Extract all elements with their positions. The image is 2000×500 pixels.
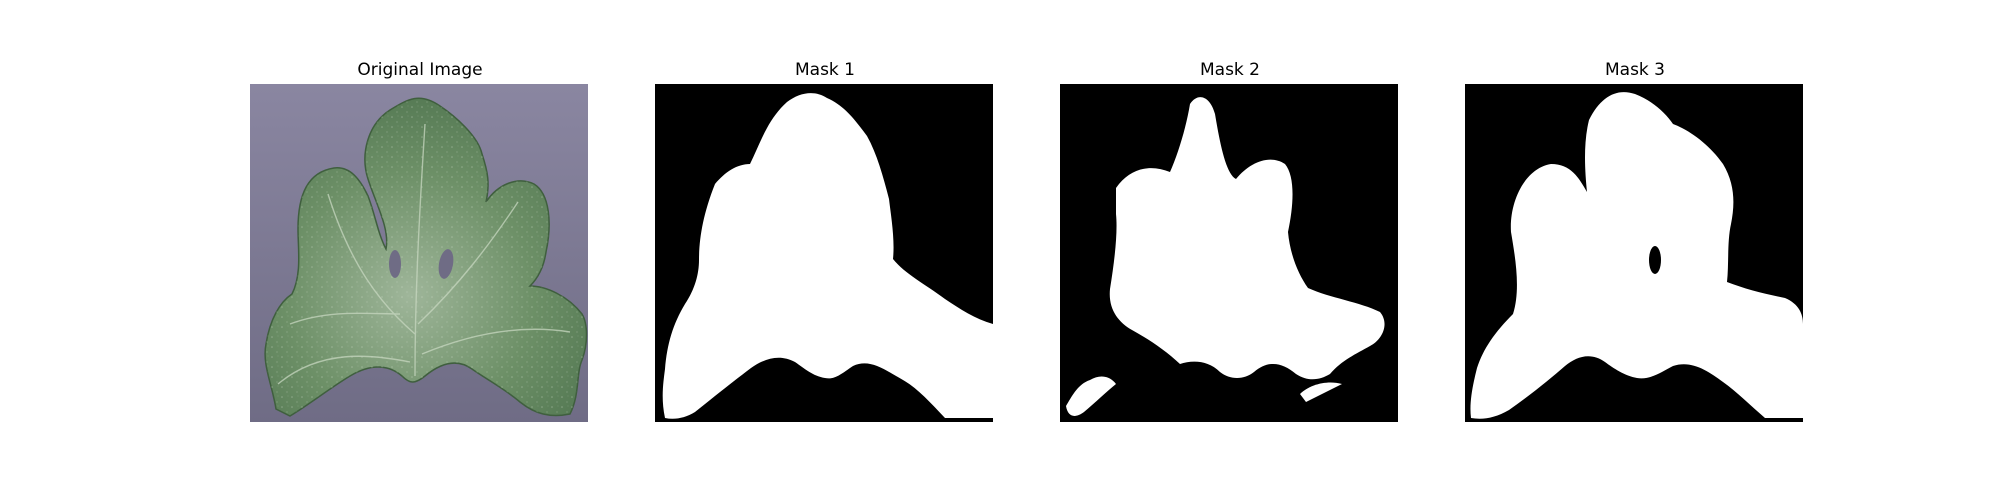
- mask-foreground: [1109, 97, 1385, 380]
- mask-2-image: [1060, 84, 1398, 422]
- leaf-gap: [438, 249, 454, 279]
- original-leaf-image: [250, 84, 588, 422]
- mask-hole: [1649, 246, 1661, 274]
- panel-title: Mask 2: [1199, 60, 1260, 80]
- panel-mask-3: Mask 3: [1465, 58, 1805, 422]
- panel-original-image: Original Image: [250, 58, 590, 422]
- mask-foreground: [662, 93, 993, 419]
- leaf-texture: [265, 98, 587, 417]
- panel-title: Mask 3: [1604, 60, 1665, 80]
- leaf-veins: [277, 123, 571, 385]
- panel-title: Original Image: [357, 60, 483, 80]
- mask-noise: [1300, 382, 1342, 402]
- mask-noise: [1066, 376, 1116, 416]
- mask-3-image: [1465, 84, 1803, 422]
- panel-mask-2: Mask 2: [1060, 58, 1400, 422]
- mask-foreground: [1470, 92, 1803, 419]
- panel-mask-1: Mask 1: [655, 58, 995, 422]
- mask-1-image: [655, 84, 993, 422]
- leaf-gap: [389, 250, 401, 278]
- panel-title: Mask 1: [794, 60, 855, 80]
